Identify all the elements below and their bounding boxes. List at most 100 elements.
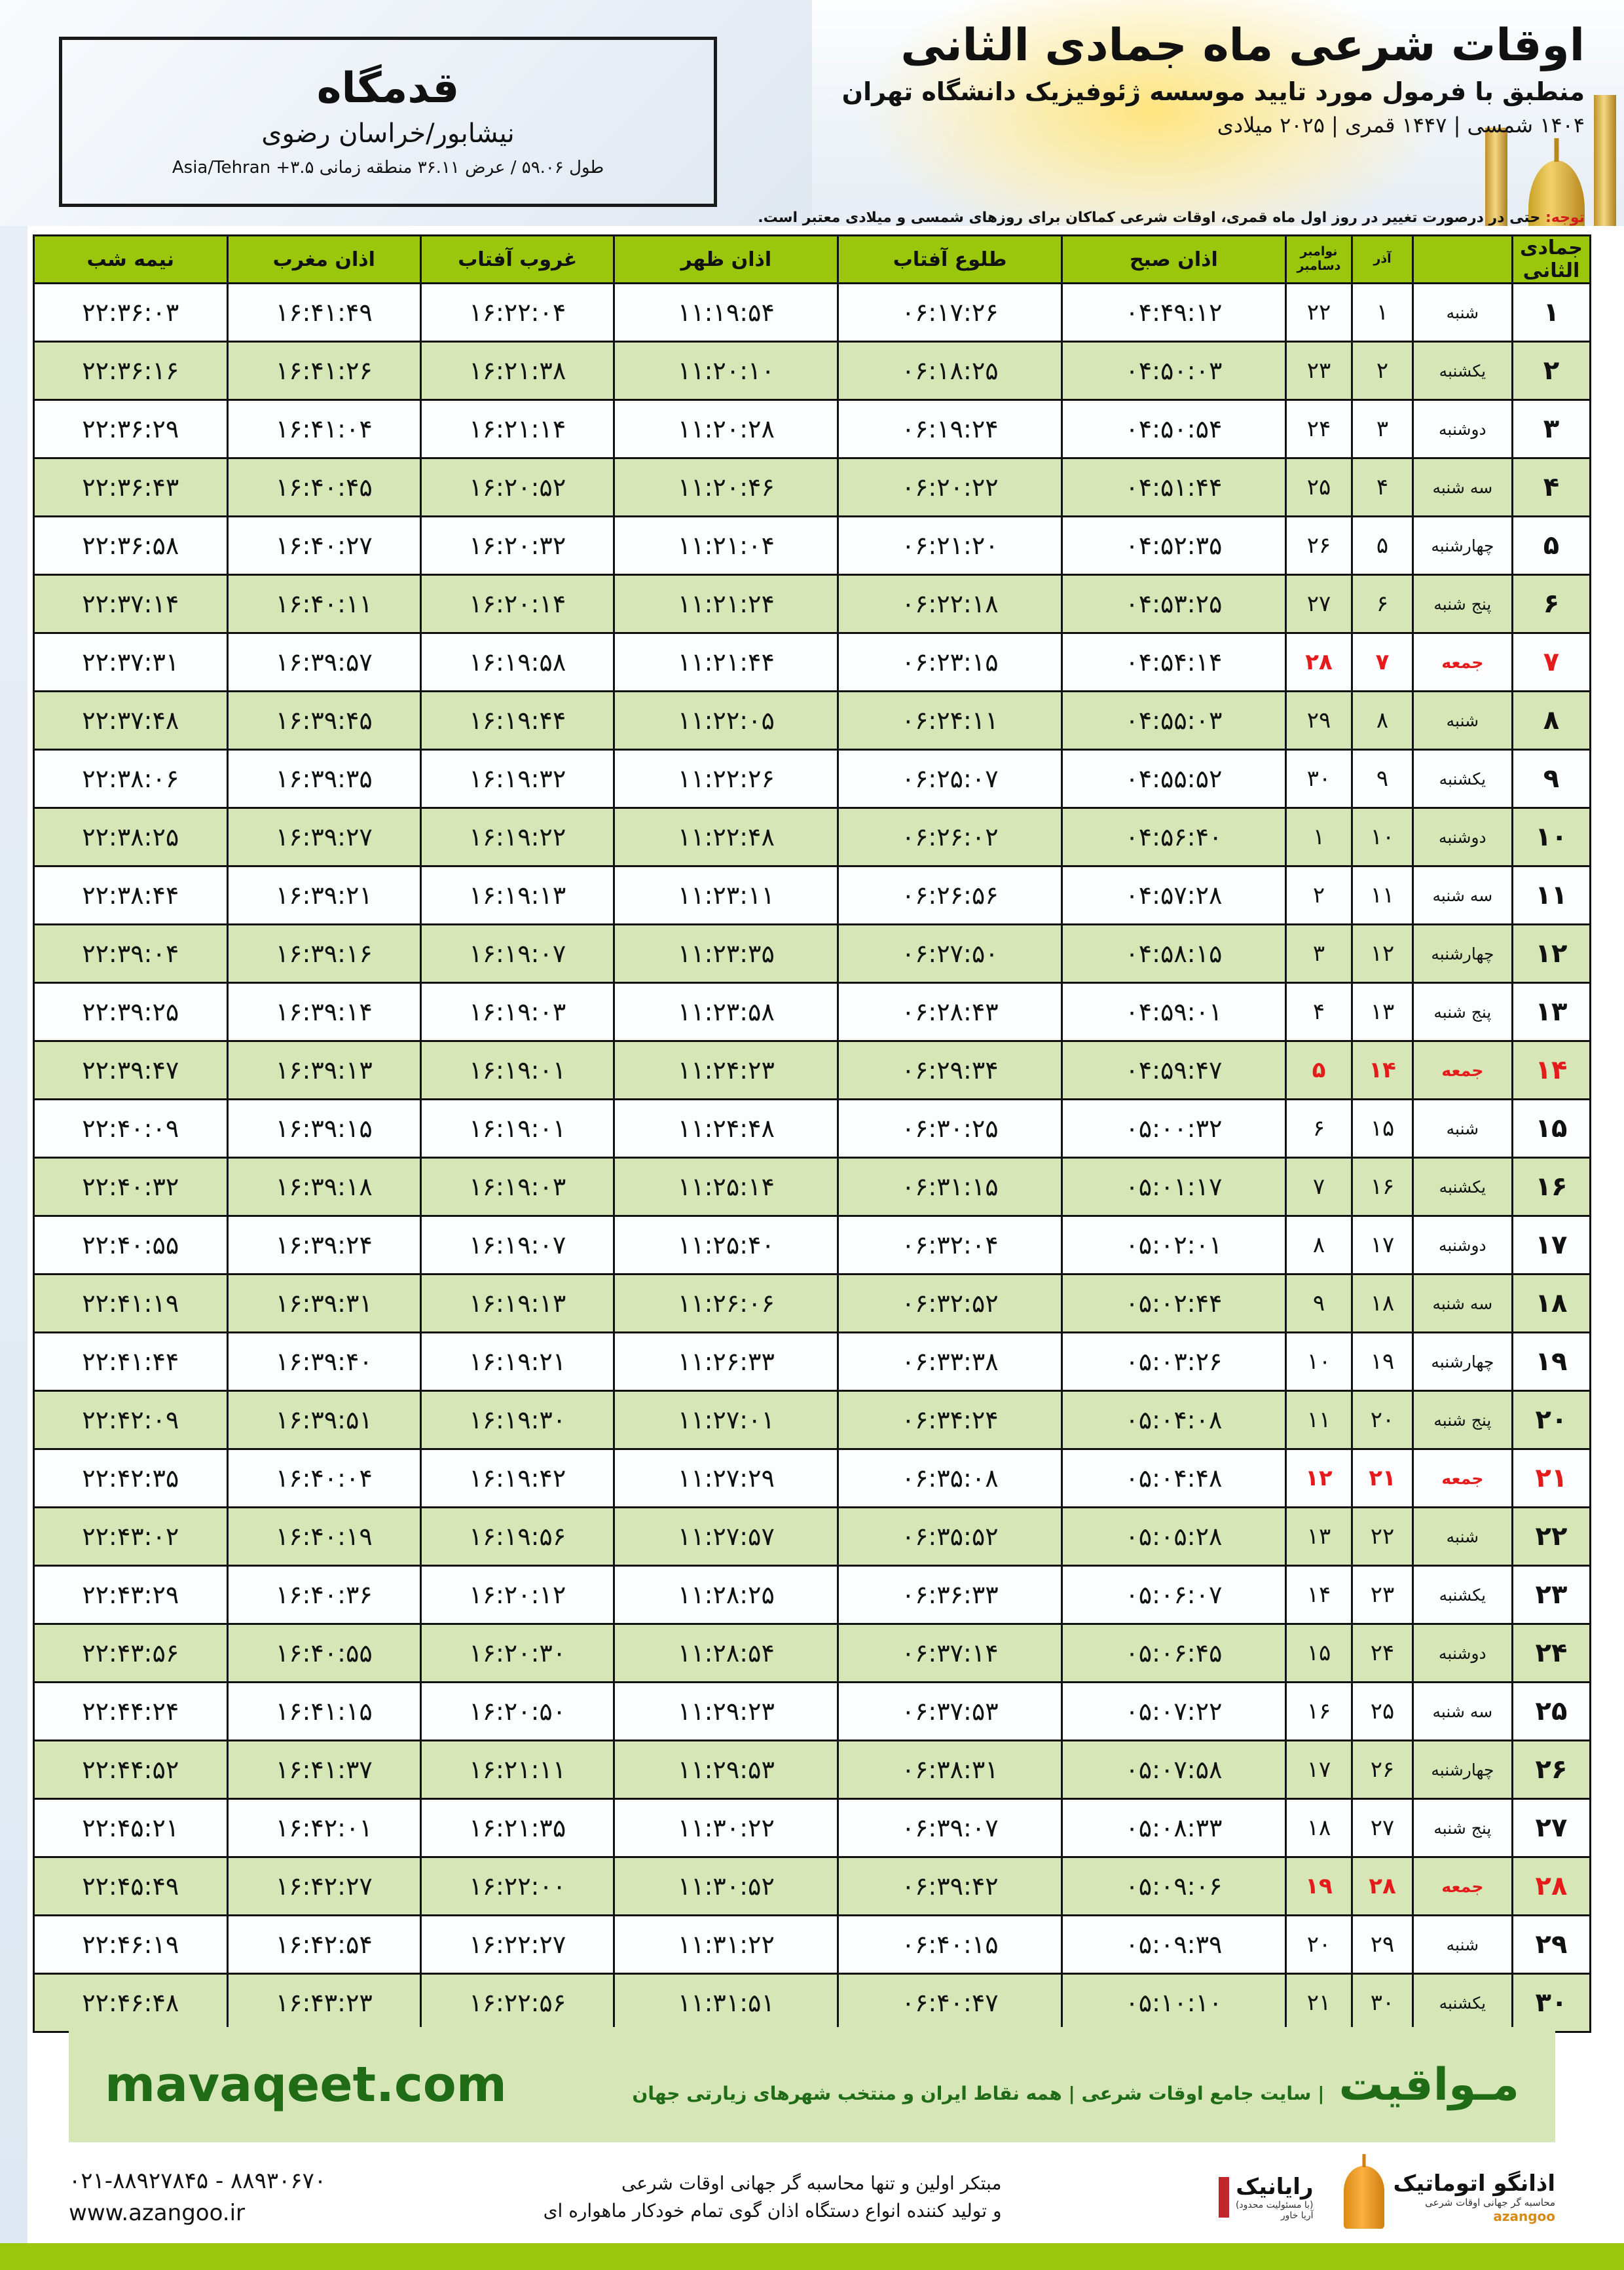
rayaneek-bar-icon [1218, 2177, 1229, 2218]
table-cell-gregorian-day: ۱۷ [1284, 1740, 1354, 1800]
table-cell-gregorian-day: ۲۹ [1284, 690, 1354, 751]
table-cell-sunset: ۱۶:۱۹:۰۷ [419, 1215, 616, 1275]
table-cell-sunrise: ۰۶:۴۰:۱۵ [837, 1914, 1063, 1975]
table-cell-dhuhr: ۱۱:۲۰:۲۸ [613, 399, 840, 459]
table-cell-sunrise: ۰۶:۳۴:۲۴ [837, 1390, 1063, 1450]
table-cell-azar-day: ۱۱ [1351, 865, 1414, 925]
table-cell-azar-day: ۱ [1351, 282, 1414, 343]
table-cell-midnight: ۲۲:۴۶:۱۹ [33, 1914, 229, 1975]
table-cell-fajr: ۰۴:۵۴:۱۴ [1061, 632, 1287, 692]
table-cell-sunset: ۱۶:۱۹:۰۳ [419, 982, 616, 1042]
table-cell-dhuhr: ۱۱:۲۳:۳۵ [613, 923, 840, 984]
note-body: حتی در درصورت تغییر در روز اول ماه قمری،… [758, 210, 1545, 226]
table-cell-midnight: ۲۲:۳۷:۴۸ [33, 690, 229, 751]
table-cell-dhuhr: ۱۱:۲۵:۱۴ [613, 1157, 840, 1217]
table-cell-weekday: چهارشنبه [1411, 923, 1513, 984]
azangoo-logo-line2: محاسبه گر جهانی اوقات شرعی [1425, 2197, 1555, 2208]
table-cell-sunset: ۱۶:۲۰:۳۰ [419, 1623, 616, 1683]
azangoo-logo-line1: اذانگو اتوماتیک [1393, 2170, 1555, 2197]
table-cell-fajr: ۰۵:۰۲:۴۴ [1061, 1273, 1287, 1333]
table-cell-dhuhr: ۱۱:۲۱:۰۴ [613, 515, 840, 576]
table-cell-weekday: یکشنبه [1411, 749, 1513, 809]
table-cell-azar-day: ۷ [1351, 632, 1414, 692]
table-cell-midnight: ۲۲:۳۶:۴۳ [33, 457, 229, 517]
table-cell-maghrib: ۱۶:۴۱:۲۶ [226, 341, 422, 401]
table-row: ۱۲ چهارشنبه ۱۲ ۳ ۰۴:۵۸:۱۵ ۰۶:۲۷:۵۰ ۱۱:۲۳:۳۵ ۱۶:… [33, 923, 1592, 984]
table-cell-hijri-day: ۱۴ [1511, 1040, 1592, 1100]
footer-info-bar: اذانگو اتوماتیک محاسبه گر جهانی اوقات شر… [69, 2151, 1555, 2243]
table-cell-weekday: یکشنبه [1411, 341, 1513, 401]
contact-website[interactable]: www.azangoo.ir [69, 2200, 246, 2226]
table-cell-azar-day: ۲۷ [1351, 1798, 1414, 1858]
table-cell-hijri-day: ۱۰ [1511, 807, 1592, 867]
table-cell-sunset: ۱۶:۲۱:۱۱ [419, 1740, 616, 1800]
table-cell-hijri-day: ۲۰ [1511, 1390, 1592, 1450]
table-cell-fajr: ۰۵:۰۹:۳۹ [1061, 1914, 1287, 1975]
table-cell-midnight: ۲۲:۴۰:۰۹ [33, 1098, 229, 1159]
table-cell-midnight: ۲۲:۳۶:۰۳ [33, 282, 229, 343]
table-cell-midnight: ۲۲:۴۰:۵۵ [33, 1215, 229, 1275]
table-cell-maghrib: ۱۶:۴۳:۲۳ [226, 1973, 422, 2033]
table-cell-sunrise: ۰۶:۳۳:۳۸ [837, 1331, 1063, 1392]
table-cell-fajr: ۰۵:۰۴:۰۸ [1061, 1390, 1287, 1450]
brand-tagline: | سایت جامع اوقات شرعی | همه نقاط ایران … [632, 2082, 1325, 2104]
table-row: ۸ شنبه ۸ ۲۹ ۰۴:۵۵:۰۳ ۰۶:۲۴:۱۱ ۱۱:۲۲:۰۵ ۱۶:۱۹:۴۴… [33, 690, 1592, 751]
table-cell-dhuhr: ۱۱:۲۷:۰۱ [613, 1390, 840, 1450]
table-cell-sunrise: ۰۶:۲۷:۵۰ [837, 923, 1063, 984]
table-cell-hijri-day: ۹ [1511, 749, 1592, 809]
table-cell-hijri-day: ۲۴ [1511, 1623, 1592, 1683]
table-cell-midnight: ۲۲:۳۹:۴۷ [33, 1040, 229, 1100]
table-cell-sunset: ۱۶:۱۹:۴۲ [419, 1448, 616, 1508]
page-subtitle: منطبق با فرمول مورد تایید موسسه ژئوفیزیک… [841, 77, 1585, 107]
table-cell-sunrise: ۰۶:۲۱:۲۰ [837, 515, 1063, 576]
table-cell-weekday: شنبه [1411, 1098, 1513, 1159]
table-cell-gregorian-day: ۲ [1284, 865, 1354, 925]
table-cell-fajr: ۰۵:۰۳:۲۶ [1061, 1331, 1287, 1392]
table-cell-maghrib: ۱۶:۴۲:۵۴ [226, 1914, 422, 1975]
table-cell-weekday: دوشنبه [1411, 1215, 1513, 1275]
table-cell-gregorian-day: ۲۸ [1284, 632, 1354, 692]
brand-website[interactable]: mavaqeet.com [105, 2056, 507, 2113]
table-cell-dhuhr: ۱۱:۲۲:۰۵ [613, 690, 840, 751]
table-cell-gregorian-day: ۲۰ [1284, 1914, 1354, 1975]
table-cell-azar-day: ۵ [1351, 515, 1414, 576]
table-cell-dhuhr: ۱۱:۲۱:۴۴ [613, 632, 840, 692]
table-cell-fajr: ۰۵:۱۰:۱۰ [1061, 1973, 1287, 2033]
table-cell-hijri-day: ۱۷ [1511, 1215, 1592, 1275]
table-cell-gregorian-day: ۱۰ [1284, 1331, 1354, 1392]
table-cell-hijri-day: ۴ [1511, 457, 1592, 517]
location-city: قدمگاه [316, 64, 460, 113]
table-cell-fajr: ۰۴:۵۸:۱۵ [1061, 923, 1287, 984]
table-cell-weekday: چهارشنبه [1411, 1331, 1513, 1392]
table-cell-hijri-day: ۳ [1511, 399, 1592, 459]
contact-phone: ۰۲۱-۸۸۹۲۷۸۴۵ - ۸۸۹۳۰۶۷۰ [69, 2167, 327, 2194]
minaret-decoration-2 [1485, 128, 1507, 226]
table-cell-maghrib: ۱۶:۳۹:۴۰ [226, 1331, 422, 1392]
brand-name-fa: مـواقیت [1338, 2058, 1519, 2111]
table-cell-sunrise: ۰۶:۳۹:۴۲ [837, 1856, 1063, 1916]
table-cell-sunset: ۱۶:۲۱:۱۴ [419, 399, 616, 459]
table-cell-sunrise: ۰۶:۲۶:۵۶ [837, 865, 1063, 925]
table-cell-sunrise: ۰۶:۲۸:۴۳ [837, 982, 1063, 1042]
table-cell-sunset: ۱۶:۲۰:۱۲ [419, 1565, 616, 1625]
table-cell-fajr: ۰۴:۵۷:۲۸ [1061, 865, 1287, 925]
table-cell-sunset: ۱۶:۲۲:۲۷ [419, 1914, 616, 1975]
table-cell-maghrib: ۱۶:۴۱:۴۹ [226, 282, 422, 343]
table-cell-sunset: ۱۶:۲۰:۳۲ [419, 515, 616, 576]
table-row: ۷ جمعه ۷ ۲۸ ۰۴:۵۴:۱۴ ۰۶:۲۳:۱۵ ۱۱:۲۱:۴۴ ۱۶:۱۹:۵۸… [33, 632, 1592, 692]
table-cell-midnight: ۲۲:۴۰:۳۲ [33, 1157, 229, 1217]
table-cell-midnight: ۲۲:۳۹:۰۴ [33, 923, 229, 984]
col-header-midnight: نیمه شب [33, 234, 229, 284]
table-cell-midnight: ۲۲:۳۶:۵۸ [33, 515, 229, 576]
table-cell-gregorian-day: ۱۹ [1284, 1856, 1354, 1916]
company-slogan: مبتکر اولین و تنها محاسبه گر جهانی اوقات… [544, 2170, 1002, 2225]
table-cell-hijri-day: ۲۹ [1511, 1914, 1592, 1975]
table-cell-dhuhr: ۱۱:۱۹:۵۴ [613, 282, 840, 343]
table-row: ۱۹ چهارشنبه ۱۹ ۱۰ ۰۵:۰۳:۲۶ ۰۶:۳۳:۳۸ ۱۱:۲۶:۳۳ ۱۶… [33, 1331, 1592, 1392]
table-cell-dhuhr: ۱۱:۲۲:۴۸ [613, 807, 840, 867]
table-cell-weekday: دوشنبه [1411, 1623, 1513, 1683]
col-header-maghrib: اذان مغرب [226, 234, 422, 284]
table-cell-sunset: ۱۶:۱۹:۲۲ [419, 807, 616, 867]
table-cell-midnight: ۲۲:۴۱:۱۹ [33, 1273, 229, 1333]
table-cell-sunrise: ۰۶:۳۷:۱۴ [837, 1623, 1063, 1683]
